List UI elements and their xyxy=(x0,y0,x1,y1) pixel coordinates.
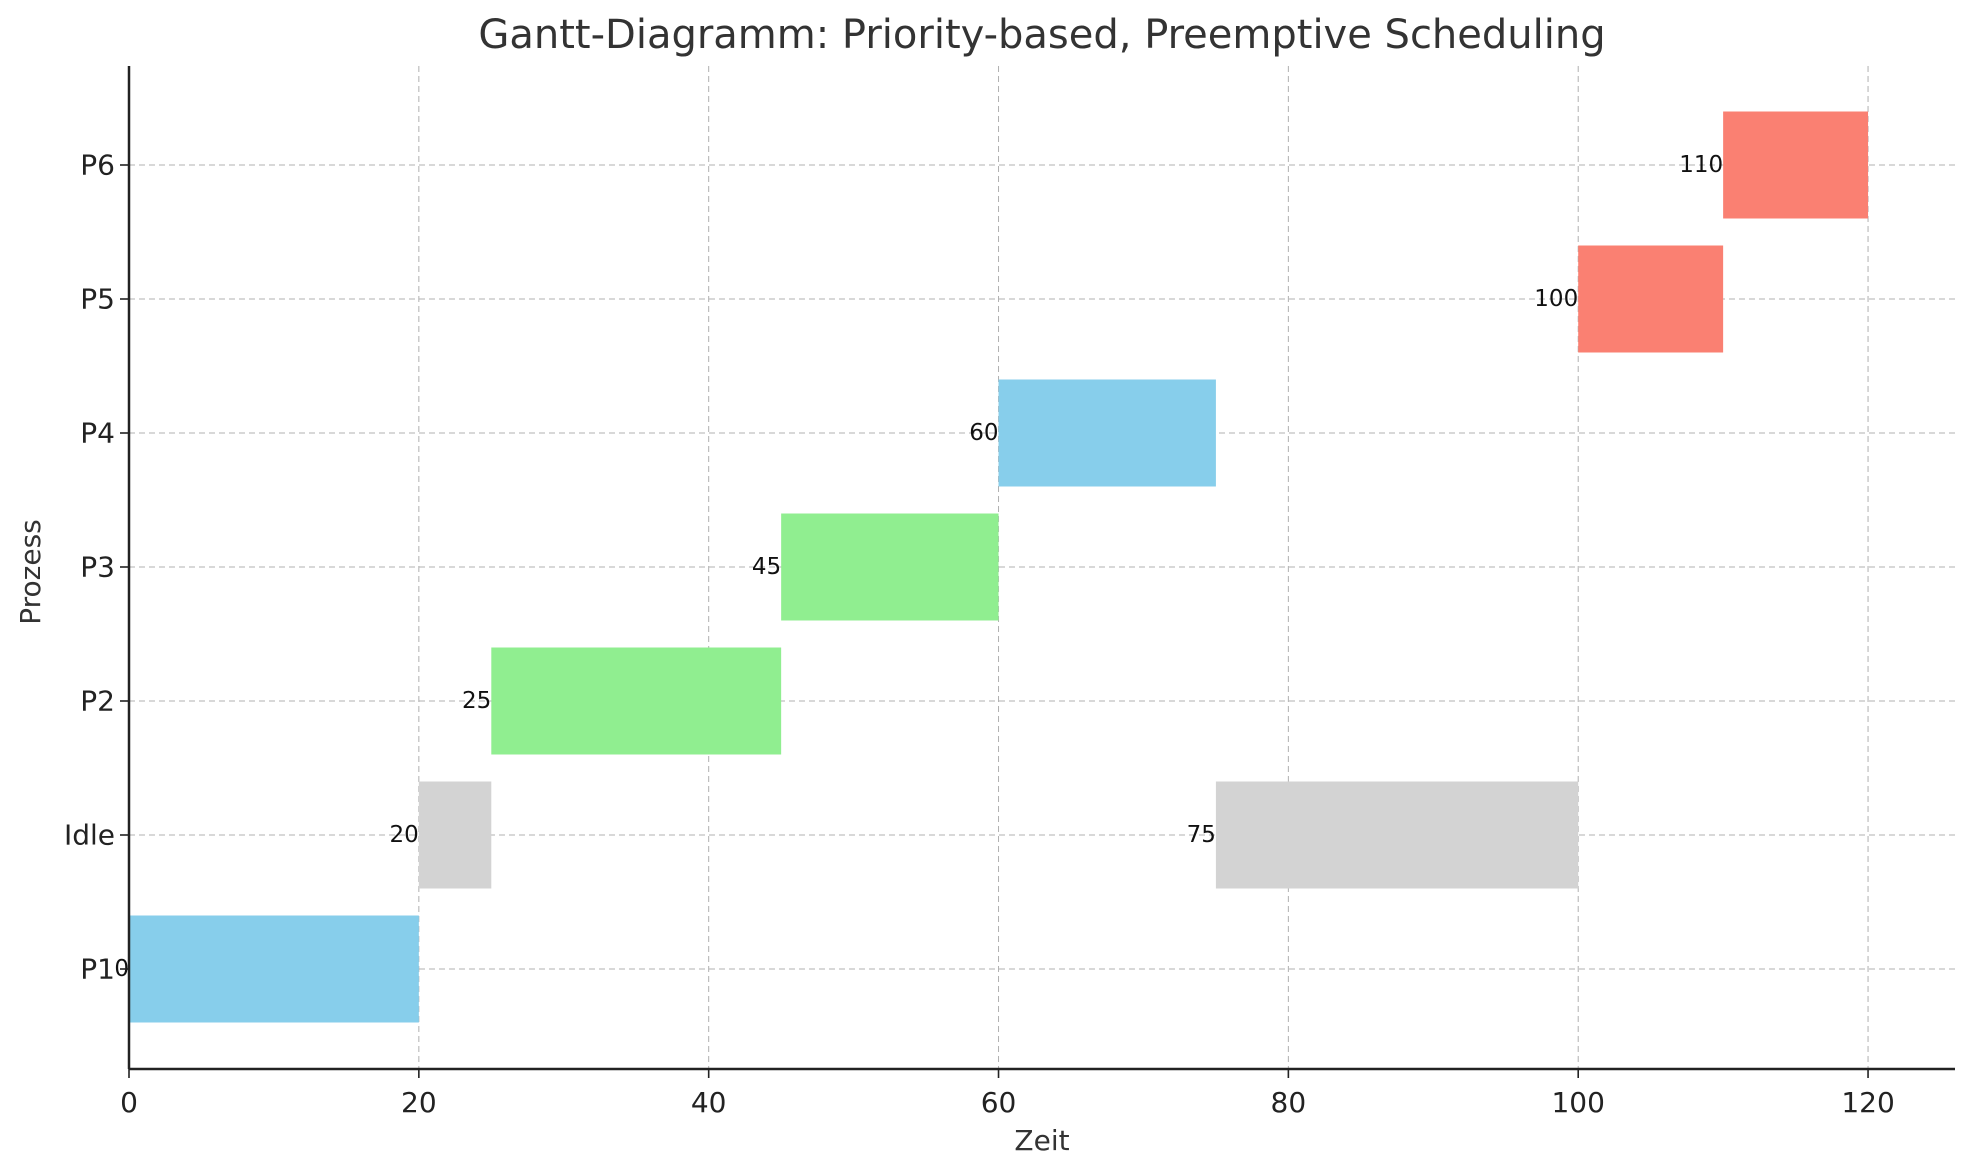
bar-start-label-4: 60 xyxy=(969,420,998,446)
x-axis-label: Zeit xyxy=(1014,1124,1069,1157)
bar-p6-7 xyxy=(1723,111,1869,219)
bar-idle-5 xyxy=(1215,781,1579,889)
y-axis-label: Prozess xyxy=(14,519,47,625)
x-tick-label-1: 20 xyxy=(401,1086,437,1119)
y-tick-label-p3: P3 xyxy=(80,551,115,584)
x-tick-label-0: 0 xyxy=(120,1086,138,1119)
bar-idle-1 xyxy=(418,781,492,889)
bar-p4-4 xyxy=(998,379,1216,487)
axes: 0 20 40 60 80 100 120 P1 Idle P2 P3 P4 P5 P6 xyxy=(64,66,1955,1119)
y-tick-label-idle: Idle xyxy=(64,819,115,852)
chart-title: Gantt-Diagramm: Priority-based, Preempti… xyxy=(478,12,1605,58)
y-tick-label-p4: P4 xyxy=(80,417,115,450)
bar-p5-6 xyxy=(1578,245,1724,353)
bar-p2-2 xyxy=(491,647,782,755)
x-tick-label-5: 100 xyxy=(1551,1086,1604,1119)
bar-start-label-7: 110 xyxy=(1679,152,1723,178)
y-tick-label-p5: P5 xyxy=(80,283,115,316)
x-tick-label-2: 40 xyxy=(691,1086,727,1119)
bar-start-label-6: 100 xyxy=(1534,286,1578,312)
bar-start-label-5: 75 xyxy=(1187,822,1216,848)
y-tick-label-p1: P1 xyxy=(80,953,115,986)
bar-p1-0 xyxy=(129,915,419,1023)
y-tick-label-p2: P2 xyxy=(80,685,115,718)
bar-p3-3 xyxy=(781,513,999,621)
bar-start-label-3: 45 xyxy=(752,554,781,580)
bar-start-label-2: 25 xyxy=(462,688,491,714)
x-tick-label-4: 80 xyxy=(1271,1086,1307,1119)
x-tick-label-3: 60 xyxy=(981,1086,1017,1119)
bar-start-label-1: 20 xyxy=(390,822,419,848)
y-tick-label-p6: P6 xyxy=(80,149,115,182)
x-tick-label-6: 120 xyxy=(1841,1086,1894,1119)
